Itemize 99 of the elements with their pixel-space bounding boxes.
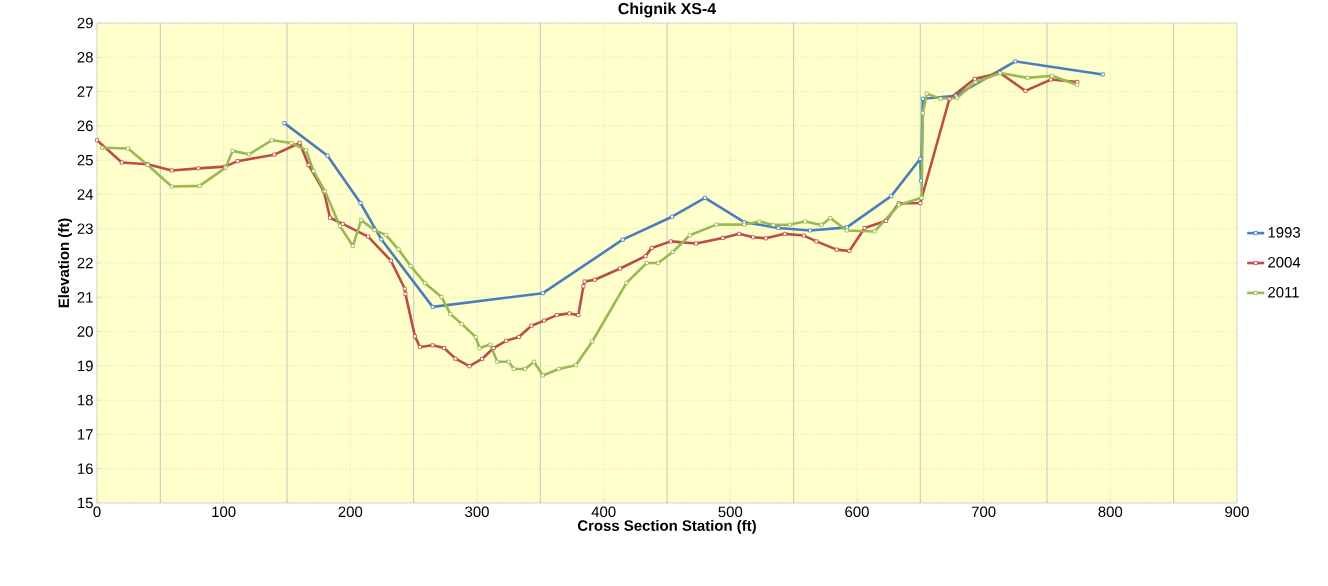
point [763,236,768,241]
x-tick-label: 900 [1225,506,1249,518]
point [668,239,673,244]
point [567,311,572,316]
y-tick-label: 15 [78,497,93,509]
x-tick-label: 400 [591,506,616,518]
y-tick-label: 20 [77,326,93,337]
chart-title: Chignik XS-4 [618,2,717,18]
point [540,291,545,296]
point [388,258,393,263]
point [1023,88,1028,93]
point [467,364,472,369]
point [328,215,333,220]
point [1100,72,1105,77]
y-tick-label: 26 [77,120,93,132]
x-tick-label: 100 [212,506,236,518]
point [947,96,952,101]
point [442,346,447,351]
x-tick-label: 800 [1098,506,1123,518]
point [918,201,923,205]
y-tick-label: 22 [77,257,93,269]
point [751,235,756,240]
point [670,214,675,219]
x-tick-label: 0 [93,506,101,518]
point [430,304,435,309]
point [782,231,787,236]
point [529,323,534,328]
y-tick-label: 16 [78,463,93,474]
point [737,231,742,236]
point [196,166,201,171]
point [643,254,648,259]
point [282,121,287,126]
point [862,226,867,231]
y-tick-label: 19 [78,360,93,372]
point [649,245,654,250]
point [504,338,509,343]
point [620,237,625,242]
point [358,201,363,205]
point [412,334,417,339]
x-axis-title: Cross Section Station (ft) [577,519,756,534]
point [576,313,581,318]
point [306,162,311,167]
point [95,138,99,143]
point [235,159,240,164]
point [418,345,422,349]
point [402,286,407,291]
y-tick-label: 29 [77,17,93,29]
legend-label: 2011 [1268,286,1299,298]
point [808,228,813,233]
x-tick-label: 200 [338,506,363,518]
point [889,194,894,199]
y-tick-label: 21 [77,292,93,303]
point [430,343,435,348]
point [325,153,330,158]
point [581,284,586,289]
y-tick-label: 28 [77,51,93,63]
point [694,241,699,246]
point [379,237,384,242]
y-tick-label: 23 [77,223,93,234]
point [776,226,781,231]
y-tick-label: 24 [77,189,94,200]
point [491,346,496,351]
point [1048,77,1053,82]
x-tick-label: 300 [465,506,489,518]
point [169,168,174,173]
point [403,291,408,296]
point [480,357,485,361]
point [119,160,124,165]
point [801,233,806,238]
point [582,279,587,284]
y-tick-label: 25 [77,154,93,166]
point [918,156,923,161]
point [554,313,559,318]
legend-label: 2004 [1268,257,1301,268]
point [920,96,925,101]
point [720,235,725,240]
point [702,195,707,200]
point [542,318,547,323]
point [1013,59,1018,64]
point [884,218,889,223]
point [453,356,458,361]
point [516,335,521,340]
point [618,266,623,271]
y-tick-label: 17 [78,429,93,440]
point [847,249,852,253]
point [272,152,277,157]
point [297,141,302,145]
y-tick-label: 18 [78,394,93,406]
point [366,234,371,239]
point [834,247,839,252]
point [918,178,923,183]
x-tick-label: 700 [971,506,996,518]
x-tick-label: 500 [718,506,743,518]
legend-label: 1993 [1268,227,1301,238]
point [814,239,819,244]
y-tick-label: 27 [77,86,93,97]
point [592,277,597,282]
x-tick-label: 600 [845,506,869,518]
y-axis-title: Elevation (ft) [58,218,73,308]
